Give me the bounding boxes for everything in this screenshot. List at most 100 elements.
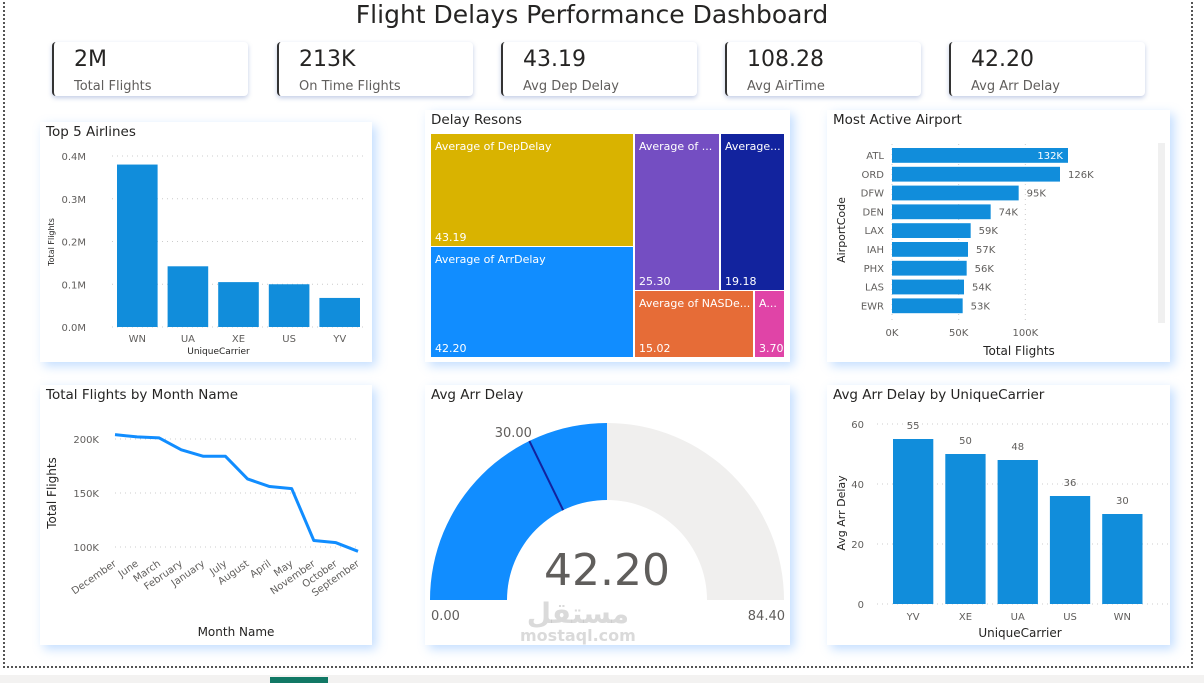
kpi-value: 2M xyxy=(74,47,107,72)
y-tick-label: EWR xyxy=(861,301,884,312)
tile-value: 19.18 xyxy=(725,275,757,288)
gauge-min-label: 0.00 xyxy=(431,609,460,624)
gauge-max-label: 84.40 xyxy=(748,609,785,624)
y-tick-label: DEN xyxy=(863,207,885,218)
tile-value: 42.20 xyxy=(435,342,467,355)
chart-title: Avg Arr Delay by UniqueCarrier xyxy=(833,387,1045,403)
bar xyxy=(997,460,1038,604)
bar xyxy=(892,166,1060,182)
kpi-label: Total Flights xyxy=(74,79,152,94)
data-label: 36 xyxy=(1064,478,1077,489)
data-label: 95K xyxy=(1027,189,1047,200)
bar xyxy=(892,298,963,314)
x-tick-label: WN xyxy=(1114,612,1131,623)
bar xyxy=(892,260,967,276)
gauge-svg: 30.00 42.20 0.00 84.40 xyxy=(430,423,785,624)
kpi-avg-airtime: 108.28 Avg AirTime xyxy=(725,42,921,96)
tile-value: 15.02 xyxy=(639,342,671,355)
data-label: 57K xyxy=(976,245,996,256)
kpi-label: On Time Flights xyxy=(299,79,401,94)
data-label: 30 xyxy=(1116,496,1129,507)
data-label: 50 xyxy=(959,436,972,447)
y-axis-title: Total Flights xyxy=(47,218,56,267)
y-tick-label: 60 xyxy=(851,420,864,431)
tile-label: Average of NASDe... xyxy=(639,297,751,310)
treemap-tile[interactable]: Average of ... 25.30 xyxy=(635,134,719,290)
x-tick-label: YV xyxy=(906,612,920,623)
x-tick-label: 100K xyxy=(1013,328,1039,339)
gauge-target-line xyxy=(528,440,565,511)
bar xyxy=(945,454,986,604)
x-tick-label: UA xyxy=(181,334,195,345)
treemap-tile[interactable]: Average of NASDe... 15.02 xyxy=(635,291,753,357)
avg-arr-delay-gauge[interactable]: Avg Arr Delay 30.00 42.20 0.00 84.40 xyxy=(425,385,790,645)
bar xyxy=(892,242,968,257)
y-tick-label: ORD xyxy=(861,170,884,181)
bar xyxy=(892,185,1019,201)
x-tick-label: US xyxy=(282,334,296,345)
treemap-tile[interactable]: Average of ArrDelay 42.20 xyxy=(431,247,633,357)
kpi-label: Avg Arr Delay xyxy=(971,79,1060,94)
bar xyxy=(319,297,360,327)
bar xyxy=(892,148,1068,163)
y-tick-label: 20 xyxy=(851,540,864,551)
x-tick-label: YV xyxy=(332,334,346,345)
bar xyxy=(117,164,158,327)
flights-by-month-chart[interactable]: Total Flights by Month Name 100K 150K 200K… xyxy=(40,385,372,645)
kpi-label: Avg AirTime xyxy=(747,79,825,94)
gauge-value: 42.20 xyxy=(544,545,670,596)
avg-arr-delay-by-carrier-chart[interactable]: Avg Arr Delay by UniqueCarrier 0 20 40 60 55… xyxy=(827,385,1172,645)
active-page-tab[interactable] xyxy=(270,677,328,683)
y-tick-label: DFW xyxy=(861,189,884,200)
chart-title: Top 5 Airlines xyxy=(46,124,136,140)
report-canvas-border xyxy=(3,0,1193,668)
scrollbar[interactable] xyxy=(1158,143,1165,323)
chart-title: Total Flights by Month Name xyxy=(46,387,239,403)
bar xyxy=(1049,496,1091,604)
y-tick-label: 0 xyxy=(858,600,864,611)
series-line xyxy=(114,433,359,553)
x-tick-label: WN xyxy=(129,334,146,345)
x-axis-title: Total Flights xyxy=(982,344,1055,358)
data-label: 55 xyxy=(907,421,920,432)
most-active-airport-chart[interactable]: Most Active Airport 0K 50K 100K ATL 132K ORD 1… xyxy=(827,110,1170,362)
data-label: 53K xyxy=(971,301,991,312)
data-label: 54K xyxy=(972,283,992,294)
bar xyxy=(1102,514,1143,604)
y-tick-label: 40 xyxy=(851,480,864,491)
bar xyxy=(218,282,259,327)
kpi-on-time-flights: 213K On Time Flights xyxy=(277,42,473,96)
treemap-tile[interactable]: Average of DepDelay 43.19 xyxy=(431,134,633,246)
y-tick-label: 0.0M xyxy=(61,323,86,334)
data-label: 59K xyxy=(979,226,999,237)
page-title: Flight Delays Performance Dashboard xyxy=(355,0,829,29)
y-tick-label: 0.1M xyxy=(61,280,86,291)
x-axis-title: UniqueCarrier xyxy=(978,626,1061,640)
bar xyxy=(167,266,209,327)
y-axis-title: Avg Arr Delay xyxy=(835,475,848,551)
bar xyxy=(893,439,934,604)
tile-label: Average of DepDelay xyxy=(435,140,552,153)
x-tick-label: XE xyxy=(959,612,972,623)
treemap-tile[interactable]: Average... 19.18 xyxy=(721,134,784,290)
chart-title: Delay Resons xyxy=(431,112,522,128)
data-label: 48 xyxy=(1011,442,1024,453)
y-tick-label: 0.2M xyxy=(61,238,86,249)
tile-value: 43.19 xyxy=(435,231,467,244)
y-tick-label: ATL xyxy=(866,151,884,162)
x-tick-label: US xyxy=(1063,612,1077,623)
y-tick-label: IAH xyxy=(867,245,884,256)
gauge-fill xyxy=(430,423,607,600)
x-tick-label: 50K xyxy=(949,328,969,339)
data-label: 74K xyxy=(999,207,1019,218)
tile-value: 25.30 xyxy=(639,275,671,288)
gauge-target-label: 30.00 xyxy=(495,426,532,441)
page-tabs-bar xyxy=(0,675,1204,683)
kpi-total-flights: 2M Total Flights xyxy=(52,42,248,96)
delay-reasons-treemap[interactable]: Delay Resons Average of DepDelay 43.19 Ave… xyxy=(425,110,790,362)
y-axis-title: AirportCode xyxy=(835,197,848,263)
tile-label: Average of ... xyxy=(639,140,713,153)
top5-airlines-chart[interactable]: Top 5 Airlines 0.0M 0.1M 0.2M 0.3M 0.4M WN UA X… xyxy=(40,122,372,362)
x-tick-label: December xyxy=(70,558,120,597)
treemap-tile[interactable]: A... 3.70 xyxy=(755,291,784,357)
